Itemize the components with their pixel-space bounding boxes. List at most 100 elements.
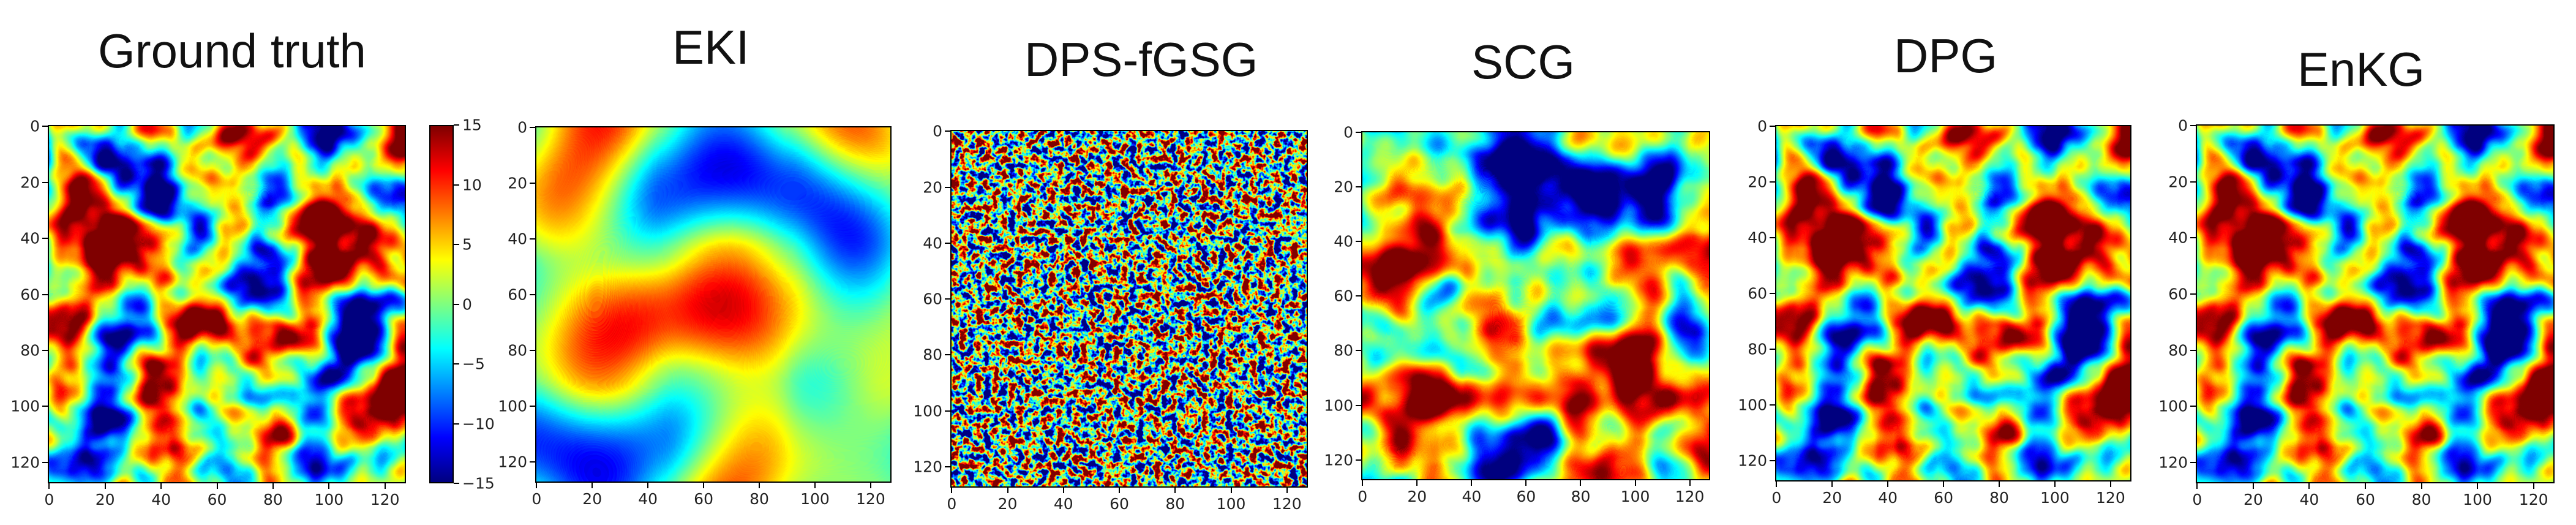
y-tick-mark: [42, 293, 48, 295]
y-tick-mark: [1356, 459, 1361, 461]
x-tick-label: 100: [1620, 488, 1650, 505]
y-tick-mark: [2190, 406, 2196, 407]
x-tick-label: 0: [2192, 491, 2202, 508]
x-tick-mark: [1525, 480, 1527, 486]
panel-title-eki: EKI: [672, 20, 749, 74]
x-tick-label: 120: [2096, 489, 2125, 507]
y-tick-mark: [1770, 349, 1775, 350]
y-tick-mark: [945, 466, 950, 467]
field-image-ground-truth: [48, 125, 406, 483]
x-tick-mark: [1174, 488, 1176, 493]
y-tick-label: 60: [508, 285, 527, 304]
x-tick-mark: [1580, 480, 1582, 486]
y-tick-mark: [1356, 132, 1361, 134]
y-tick-label: 120: [2158, 453, 2188, 472]
x-tick-label: 80: [1571, 488, 1591, 505]
colorbar-tick-mark: [454, 423, 459, 425]
x-tick-mark: [1887, 482, 1889, 487]
y-tick-mark: [530, 350, 535, 352]
x-tick-mark: [2533, 483, 2534, 489]
colorbar-tick-mark: [454, 124, 459, 126]
y-tick-label: 20: [20, 173, 40, 192]
y-tick-label: 120: [913, 458, 942, 476]
y-tick-mark: [2190, 181, 2196, 183]
y-tick-label: 40: [1748, 229, 1767, 247]
y-tick-label: 20: [1748, 173, 1767, 191]
x-tick-mark: [104, 483, 106, 489]
y-tick-label: 100: [1738, 396, 1767, 414]
y-tick-mark: [530, 127, 535, 129]
colorbar-tick-label: −10: [462, 415, 495, 432]
y-tick-label: 40: [923, 234, 942, 252]
x-tick-label: 0: [1771, 489, 1782, 507]
x-tick-mark: [1776, 482, 1778, 487]
x-tick-label: 100: [1216, 495, 1246, 513]
y-tick-mark: [945, 354, 950, 356]
x-tick-label: 60: [694, 490, 713, 508]
x-tick-label: 120: [1675, 488, 1705, 505]
y-tick-mark: [530, 405, 535, 407]
x-tick-mark: [2252, 483, 2254, 489]
x-tick-mark: [536, 483, 538, 488]
x-tick-label: 40: [2299, 491, 2319, 508]
x-tick-label: 20: [1822, 489, 1842, 507]
x-tick-mark: [1007, 488, 1008, 493]
x-tick-mark: [1416, 480, 1418, 486]
x-tick-label: 60: [207, 491, 227, 508]
colorbar-tick-label: 15: [462, 116, 482, 134]
x-tick-label: 0: [531, 490, 542, 508]
x-tick-mark: [1119, 488, 1121, 493]
y-tick-label: 40: [2168, 229, 2188, 247]
y-tick-label: 120: [1324, 451, 1353, 469]
x-tick-mark: [951, 488, 953, 493]
x-tick-label: 100: [800, 490, 830, 508]
y-tick-label: 0: [517, 118, 527, 137]
y-tick-label: 120: [498, 453, 527, 471]
y-tick-mark: [42, 461, 48, 463]
x-tick-label: 80: [749, 490, 769, 508]
x-tick-mark: [703, 483, 705, 488]
x-tick-mark: [1999, 482, 2000, 487]
y-tick-mark: [1356, 295, 1361, 297]
y-tick-label: 100: [2158, 397, 2188, 415]
x-tick-label: 80: [263, 491, 283, 508]
y-tick-mark: [42, 181, 48, 183]
y-tick-mark: [1356, 186, 1361, 188]
x-tick-label: 20: [2243, 491, 2263, 508]
y-tick-label: 100: [10, 397, 40, 415]
y-tick-mark: [1770, 126, 1775, 127]
y-tick-mark: [945, 298, 950, 300]
y-tick-mark: [530, 294, 535, 296]
x-tick-mark: [1286, 488, 1288, 493]
field-image-eki: [535, 126, 892, 483]
y-tick-mark: [42, 406, 48, 407]
y-tick-label: 20: [2168, 173, 2188, 191]
y-tick-mark: [945, 410, 950, 412]
y-tick-mark: [42, 349, 48, 351]
y-tick-label: 120: [1738, 451, 1767, 470]
y-tick-label: 120: [10, 453, 40, 472]
x-tick-label: 60: [1110, 495, 1129, 513]
x-tick-mark: [591, 483, 593, 488]
x-tick-mark: [1230, 488, 1232, 493]
panel-title-enkg: EnKG: [2297, 42, 2425, 96]
y-tick-mark: [1356, 404, 1361, 406]
y-tick-mark: [530, 461, 535, 463]
colorbar-tick-mark: [454, 184, 459, 186]
field-image-enkg: [2196, 124, 2555, 483]
x-tick-mark: [1831, 482, 1833, 487]
y-tick-label: 80: [20, 341, 40, 360]
x-tick-mark: [647, 483, 649, 488]
y-tick-mark: [1770, 181, 1775, 183]
field-image-scg: [1361, 131, 1710, 480]
panel-title-dpg: DPG: [1894, 29, 1998, 83]
x-tick-mark: [1943, 482, 1945, 487]
y-tick-label: 80: [923, 346, 942, 364]
y-tick-mark: [2190, 293, 2196, 295]
colorbar-tick-mark: [454, 303, 459, 305]
colorbar-tick-mark: [454, 363, 459, 364]
y-tick-label: 0: [1757, 117, 1767, 135]
y-tick-label: 100: [498, 397, 527, 415]
x-tick-mark: [272, 483, 274, 489]
y-tick-label: 0: [1343, 123, 1353, 142]
